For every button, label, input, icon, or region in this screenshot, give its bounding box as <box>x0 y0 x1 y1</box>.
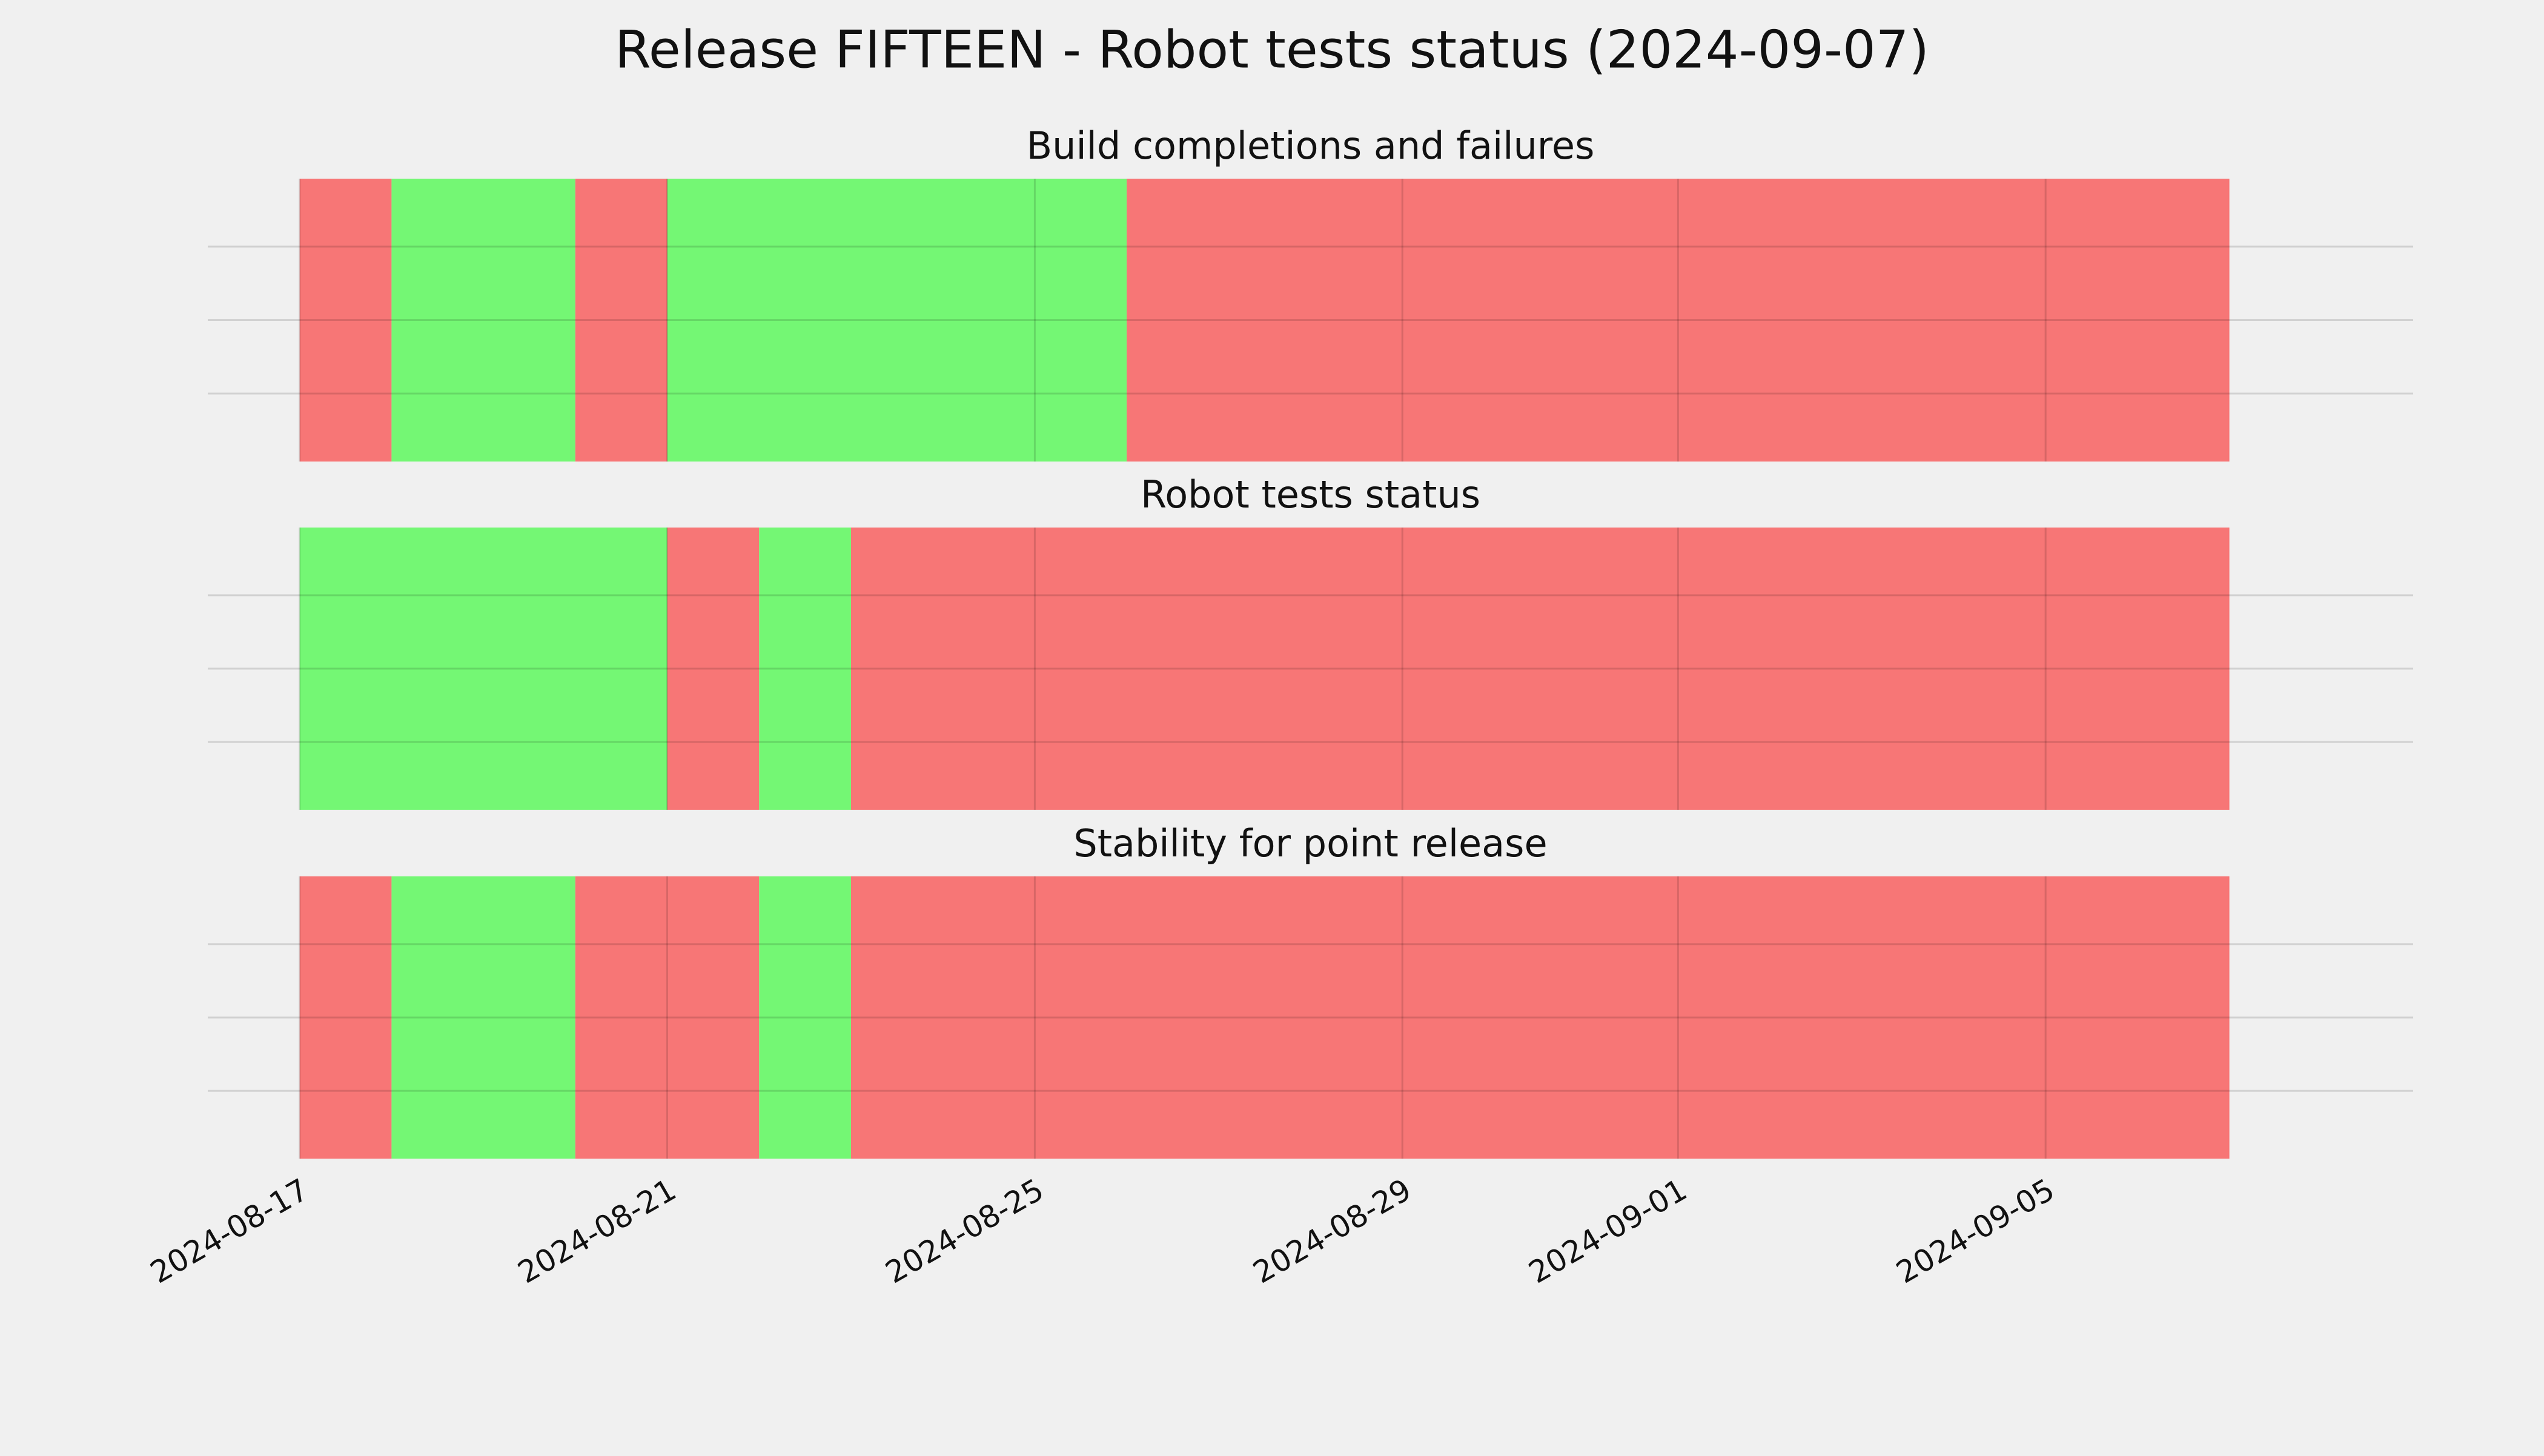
subplot-title: Build completions and failures <box>1027 124 1595 168</box>
status-span <box>299 179 392 462</box>
status-span <box>391 179 575 462</box>
status-span <box>667 179 1127 462</box>
status-span <box>299 876 392 1159</box>
status-span <box>575 179 667 462</box>
status-span <box>850 876 2230 1159</box>
subplot-title: Robot tests status <box>1141 472 1480 517</box>
figure-title: Release FIFTEEN - Robot tests status (20… <box>615 19 1929 80</box>
status-span <box>299 528 667 810</box>
status-span <box>850 528 2230 810</box>
status-span <box>759 876 851 1159</box>
status-span <box>575 876 760 1159</box>
status-span <box>667 528 760 810</box>
subplot-title: Stability for point release <box>1073 821 1547 865</box>
status-span <box>759 528 851 810</box>
status-span <box>1127 179 2230 462</box>
status-span <box>391 876 575 1159</box>
